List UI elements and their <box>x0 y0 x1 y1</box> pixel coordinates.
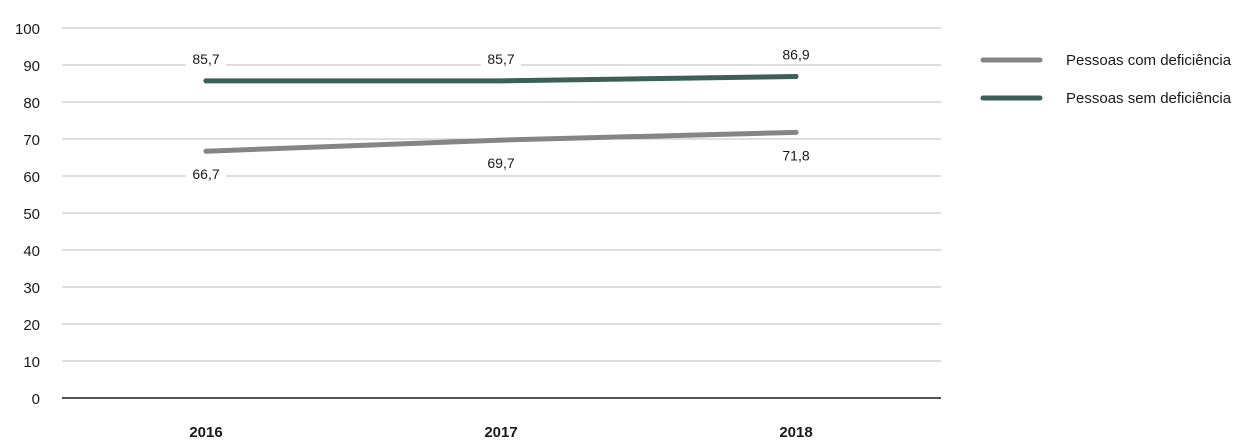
y-tick-label: 0 <box>32 391 40 408</box>
data-label: 71,8 <box>782 147 809 163</box>
y-tick-label: 20 <box>23 317 40 334</box>
data-label: 86,9 <box>782 46 809 62</box>
data-label-background <box>481 50 521 68</box>
data-point <box>498 78 504 84</box>
data-label-background <box>776 46 816 64</box>
x-tick-label: 2017 <box>484 424 517 439</box>
data-label: 85,7 <box>192 51 219 67</box>
data-labels: 66,7 69,7 71,8 85,7 85,7 86,9 <box>186 46 816 184</box>
y-tick-label: 80 <box>23 95 40 112</box>
data-label-background <box>776 147 816 165</box>
data-point <box>793 73 799 79</box>
data-label-background <box>186 166 226 184</box>
legend-label: Pessoas com deficiência <box>1066 52 1232 69</box>
y-tick-label: 100 <box>15 21 40 38</box>
y-tick-label: 40 <box>23 243 40 260</box>
y-tick-label: 50 <box>23 206 40 223</box>
x-tick-label: 2018 <box>779 424 812 439</box>
axes: 0 10 20 30 40 50 60 70 80 90 100 2016 2017 2018 <box>15 21 941 441</box>
legend: Pessoas com deficiência Pessoas sem defic… <box>980 52 1232 107</box>
y-tick-label: 90 <box>23 58 40 75</box>
data-label-background <box>186 50 226 68</box>
data-point <box>203 148 209 154</box>
y-tick-label: 60 <box>23 169 40 186</box>
data-point <box>203 78 209 84</box>
data-point <box>498 137 504 143</box>
x-tick-label: 2016 <box>189 424 222 439</box>
series-lines <box>203 73 799 154</box>
grid-lines <box>62 27 941 362</box>
data-point <box>793 129 799 135</box>
y-tick-label: 70 <box>23 132 40 149</box>
legend-label: Pessoas sem deficiência <box>1066 90 1232 107</box>
y-tick-label: 10 <box>23 354 40 371</box>
data-label: 85,7 <box>487 51 514 67</box>
data-label-background <box>481 155 521 173</box>
data-label: 69,7 <box>487 155 514 171</box>
y-tick-label: 30 <box>23 280 40 297</box>
data-label: 66,7 <box>192 166 219 182</box>
